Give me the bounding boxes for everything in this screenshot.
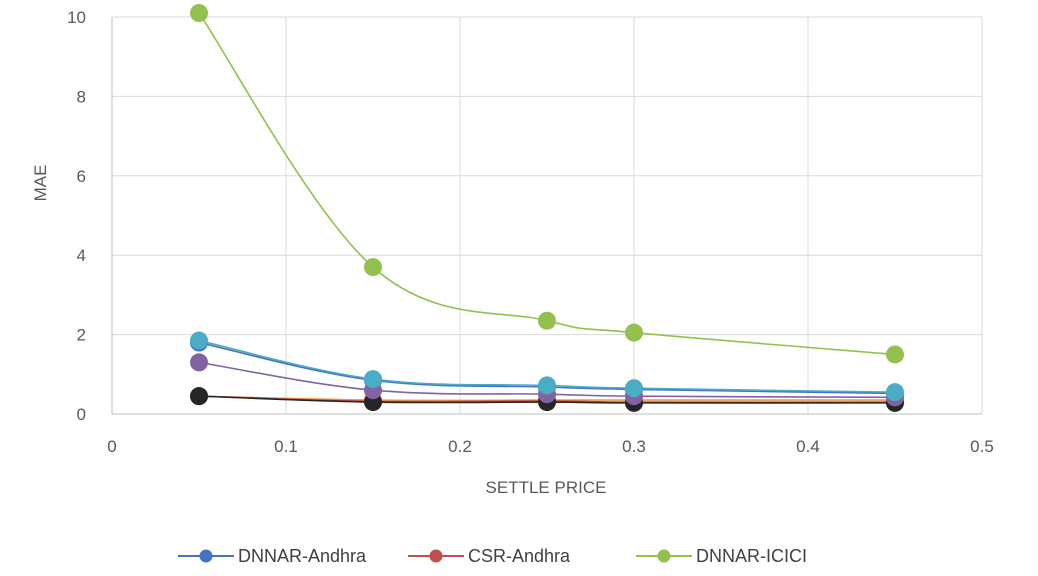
legend-label: DNNAR-Andhra bbox=[238, 546, 367, 566]
data-point-series-2 bbox=[190, 353, 208, 372]
legend-marker bbox=[657, 549, 671, 563]
x-tick-label: 0.5 bbox=[970, 437, 994, 456]
y-tick-label: 8 bbox=[77, 87, 86, 106]
series-line-0 bbox=[198, 12, 896, 356]
data-point-series-1 bbox=[538, 376, 556, 395]
data-point-series-0 bbox=[190, 4, 208, 23]
data-point-series-0 bbox=[538, 311, 556, 330]
legend-label: CSR-Andhra bbox=[468, 546, 571, 566]
x-tick-label: 0.1 bbox=[274, 437, 298, 456]
data-point-series-0 bbox=[886, 345, 904, 364]
x-axis-title: SETTLE PRICE bbox=[486, 478, 607, 497]
data-point-series-4 bbox=[190, 387, 208, 406]
tick-labels: 0 2 4 6 8 10 0 0.1 0.2 0.3 0.4 0.5 bbox=[67, 8, 994, 456]
data-point-series-0 bbox=[364, 258, 382, 277]
data-point-series-1 bbox=[886, 383, 904, 402]
legend: DNNAR-Andhra CSR-Andhra DNNAR-ICICI bbox=[178, 546, 807, 566]
data-point-series-1 bbox=[190, 331, 208, 350]
legend-item: DNNAR-ICICI bbox=[636, 546, 807, 566]
legend-item: DNNAR-Andhra bbox=[178, 546, 367, 566]
y-tick-label: 10 bbox=[67, 8, 86, 27]
axes bbox=[111, 17, 982, 415]
y-tick-label: 2 bbox=[77, 326, 86, 345]
data-point-series-0 bbox=[625, 323, 643, 342]
y-tick-label: 0 bbox=[77, 405, 86, 424]
legend-marker bbox=[429, 549, 443, 563]
y-tick-label: 4 bbox=[77, 246, 86, 265]
y-tick-label: 6 bbox=[77, 167, 86, 186]
grid-lines bbox=[112, 16, 983, 414]
x-tick-label: 0.2 bbox=[448, 437, 472, 456]
data-point-series-1 bbox=[364, 370, 382, 389]
data-point-series-1 bbox=[625, 379, 643, 398]
x-tick-label: 0.4 bbox=[796, 437, 820, 456]
series-lines bbox=[198, 12, 896, 404]
legend-item: CSR-Andhra bbox=[408, 546, 571, 566]
legend-label: DNNAR-ICICI bbox=[696, 546, 807, 566]
x-tick-label: 0 bbox=[107, 437, 116, 456]
x-tick-label: 0.3 bbox=[622, 437, 646, 456]
legend-marker bbox=[199, 549, 213, 563]
y-axis-title: MAE bbox=[31, 165, 50, 202]
series-points bbox=[190, 4, 904, 412]
